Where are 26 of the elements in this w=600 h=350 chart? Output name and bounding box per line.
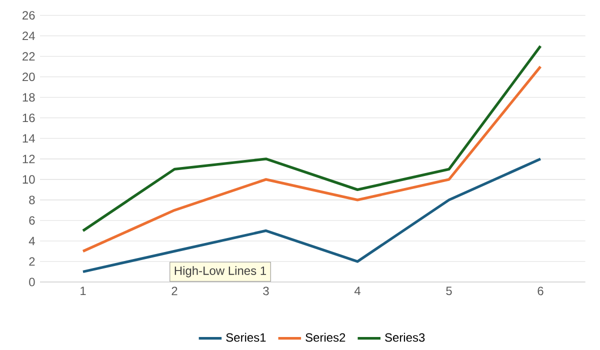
y-tick-label: 2 [29, 257, 35, 266]
y-tick-label: 4 [28, 236, 35, 246]
y-tick-label: 10 [22, 175, 35, 184]
y-tick-label: 24 [22, 32, 35, 40]
legend-label: Series2 [306, 332, 346, 342]
y-tick-label: 20 [22, 72, 35, 82]
x-tick-label: 2 [172, 286, 178, 296]
legend-label: Series1 [226, 332, 266, 342]
y-tick-label: 18 [22, 93, 35, 102]
y-tick-label: 0 [29, 278, 35, 286]
y-tick-label: 14 [22, 134, 35, 143]
y-tick-label: 12 [22, 154, 35, 164]
y-tick-label: 8 [29, 196, 35, 204]
annotation: High-Low Lines 1 [174, 266, 266, 278]
x-tick-label: 6 [538, 286, 544, 296]
y-tick-label: 16 [22, 114, 35, 122]
x-tick-label: 4 [354, 286, 360, 295]
x-tick-label: 3 [263, 286, 269, 296]
y-tick-label: 26 [22, 11, 35, 20]
line-series [82, 65, 542, 253]
line-series [82, 44, 542, 232]
legend-label: Series3 [385, 332, 425, 342]
x-tick-label: 1 [80, 286, 86, 295]
y-tick-label: 6 [29, 216, 35, 225]
y-tick-label: 22 [22, 52, 35, 61]
x-tick-label: 5 [446, 286, 452, 296]
